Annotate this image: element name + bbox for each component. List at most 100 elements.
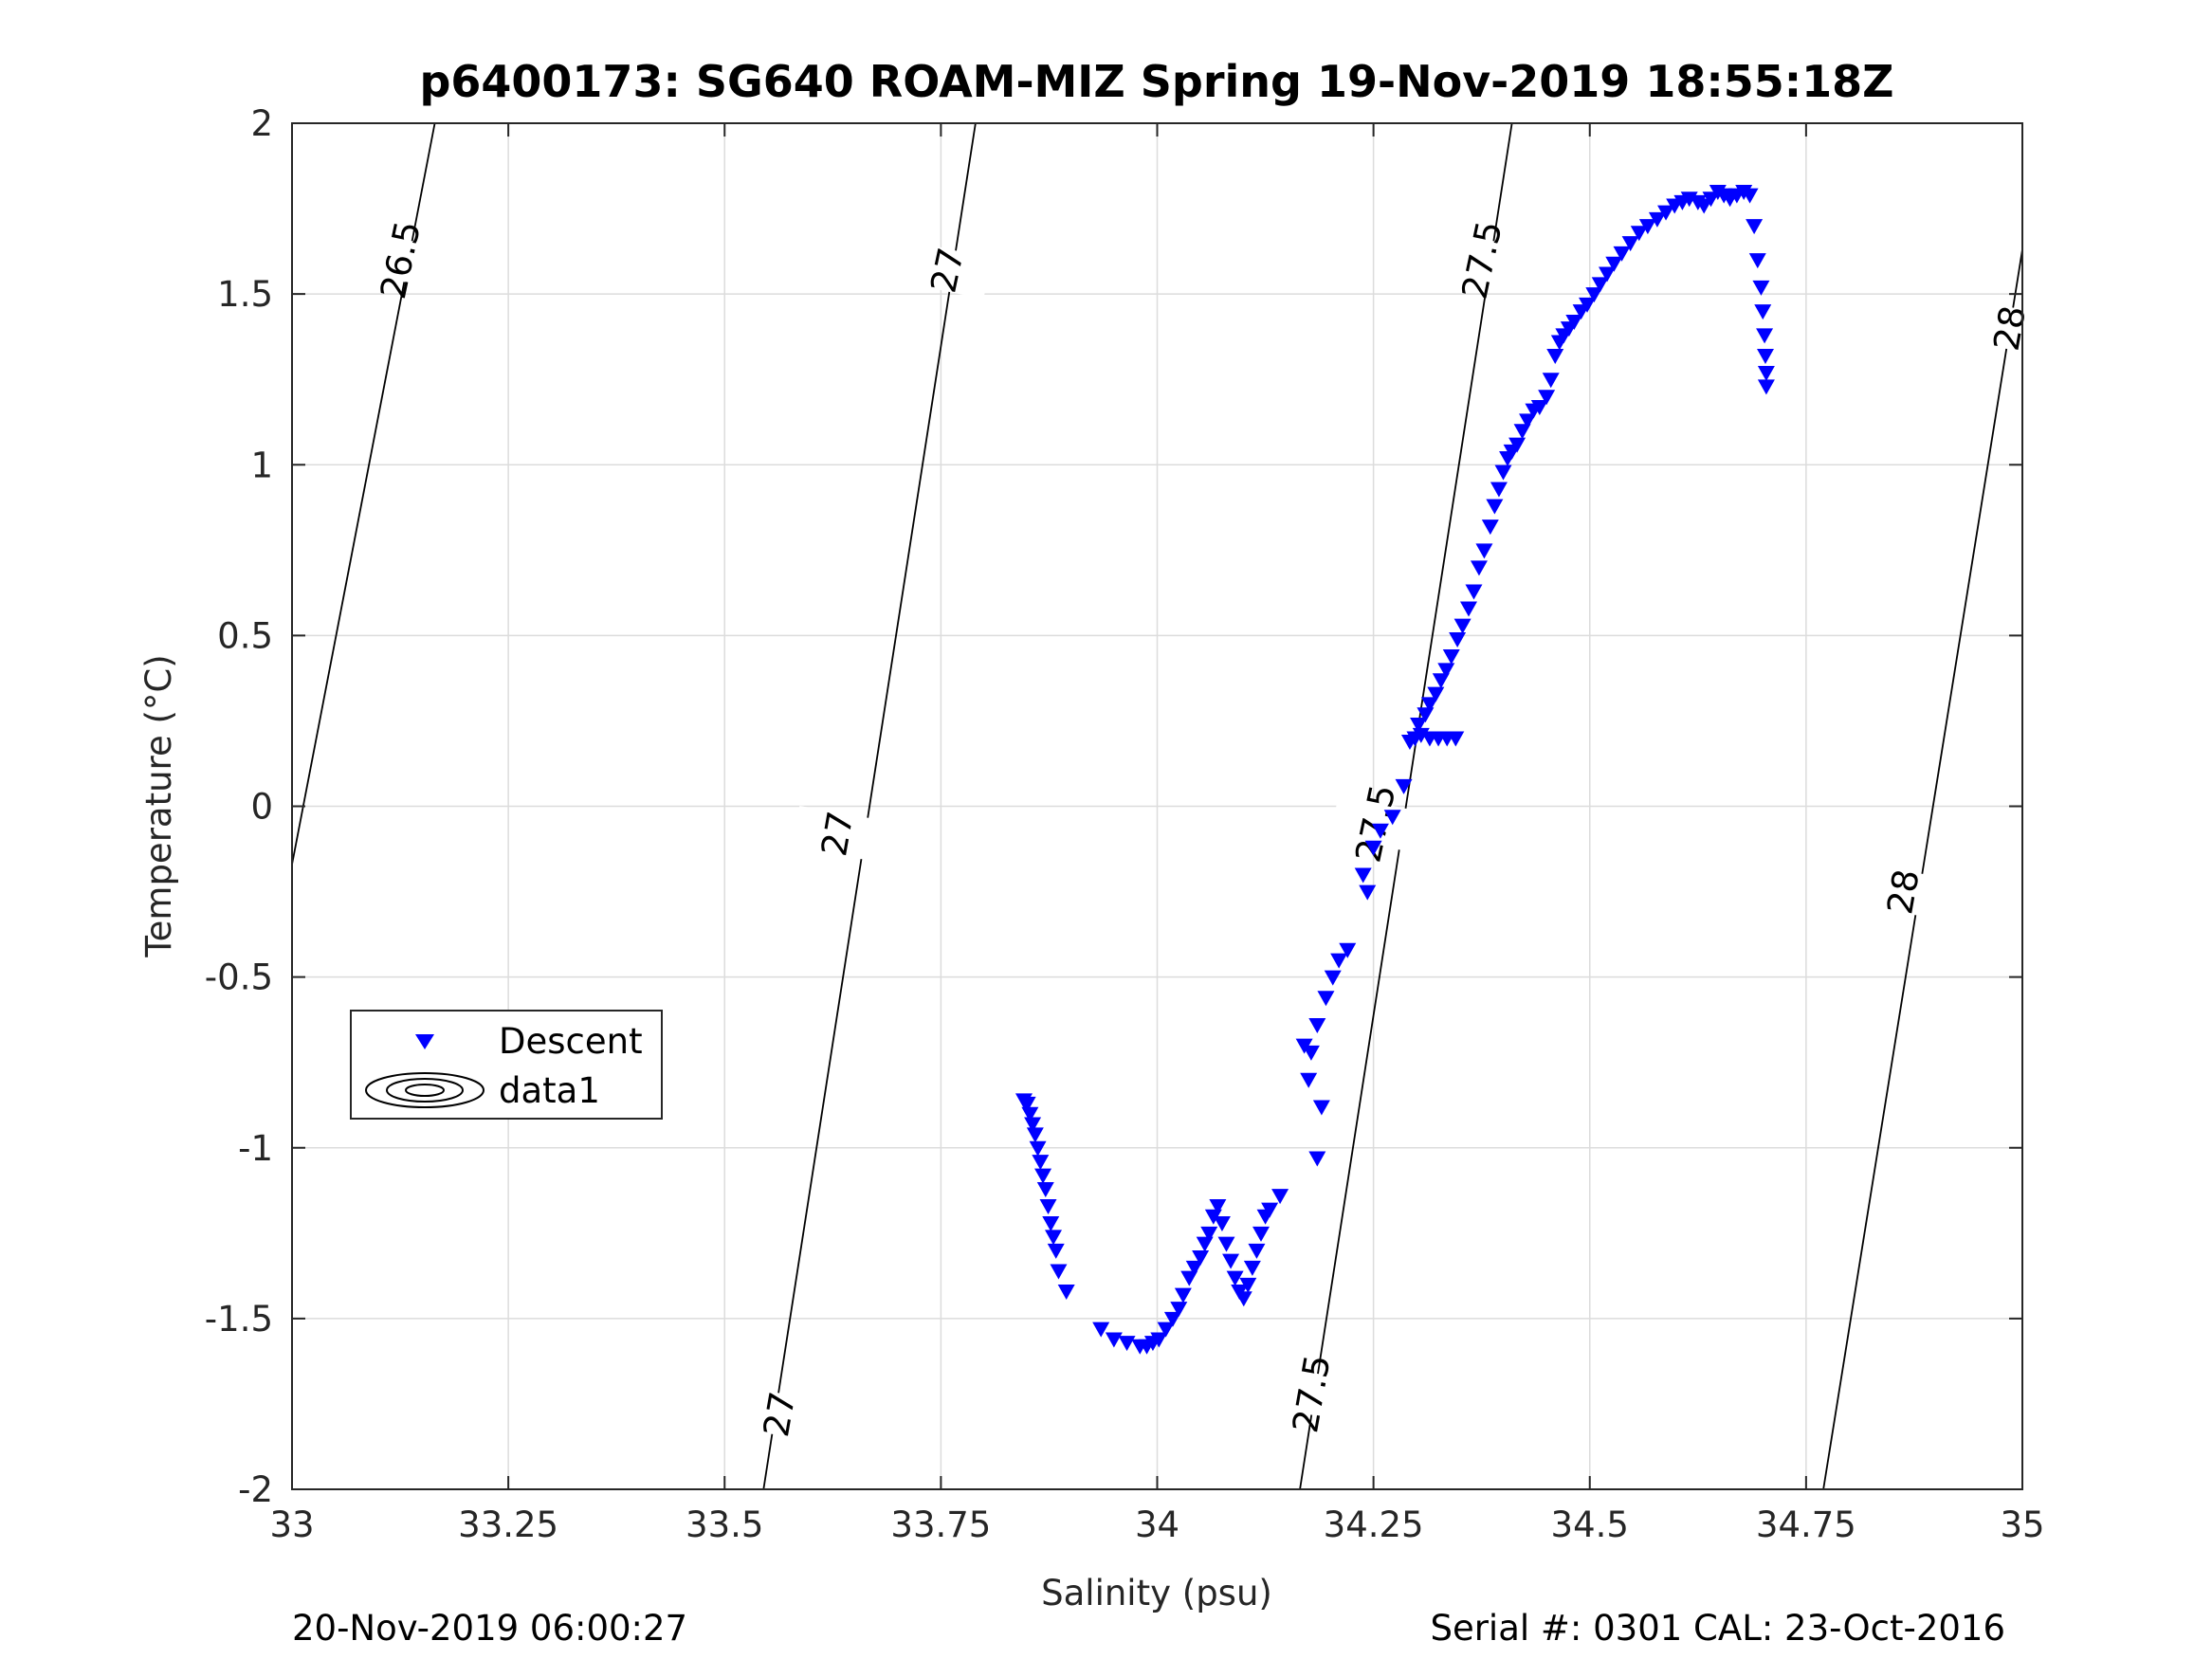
descent-point [1748,253,1766,269]
descent-point [1261,1202,1279,1218]
y-axis-label: Temperature (°C) [138,654,179,957]
descent-point [1024,1117,1042,1133]
descent-point [1546,348,1564,364]
x-tick-label: 34 [1135,1504,1179,1545]
descent-point [1222,1253,1240,1269]
descent-point [1702,191,1720,208]
y-tick-label: 2 [250,103,273,144]
x-axis: 33 33.25 33.5 33.75 34 34.25 34.5 34.75 35 [269,123,2045,1545]
descent-point [1150,1332,1168,1348]
descent-point [1754,304,1772,320]
descent-point [1591,277,1609,293]
descent-point [1447,731,1465,747]
descent-point [1170,1302,1188,1318]
contour-legend-icon [365,1072,484,1108]
descent-point [1324,970,1342,986]
descent-point [1757,379,1775,395]
footer-serial-cal: Serial #: 0301 CAL: 23-Oct-2016 [1430,1608,2005,1649]
descent-point [1217,1236,1235,1252]
descent-point [1630,226,1648,242]
descent-point [1741,188,1759,204]
descent-point [1565,314,1583,330]
descent-point [1057,1285,1075,1301]
descent-point [1312,1100,1330,1116]
contour-label: 28 [1986,302,2035,354]
descent-point [1519,413,1537,429]
descent-point [1039,1198,1057,1214]
descent-point [1118,1336,1136,1352]
descent-point [1157,1322,1175,1338]
x-tick-label: 34.5 [1551,1504,1629,1545]
y-tick-label: 0.5 [217,615,273,656]
descent-point [1638,219,1656,235]
descent-point [1490,482,1508,498]
descent-point [1036,1181,1054,1197]
descent-point [1508,437,1526,453]
y-tick-label: 0 [250,787,273,828]
descent-point [1756,348,1774,364]
descent-point [1034,1168,1052,1184]
descent-point [1302,1045,1320,1061]
descent-point [1308,1018,1326,1034]
descent-point [1613,246,1631,262]
descent-point [1427,686,1445,702]
contour-label-bg [1436,230,1527,289]
y-tick-label: -1 [238,1128,273,1169]
descent-point [1032,1155,1050,1171]
descent-point [1300,1072,1318,1088]
descent-point [1542,373,1560,389]
descent-point [1239,1277,1257,1293]
descent-point [1746,219,1764,235]
chart-title: p6400173: SG640 ROAM-MIZ Spring 19-Nov-2… [419,56,1893,107]
descent-point [1449,631,1467,647]
descent-point [1200,1226,1218,1242]
descent-point [1494,465,1512,481]
descent-point [1470,560,1488,576]
descent-point [1453,618,1472,634]
contour-label-bg [902,241,993,300]
descent-point [1271,1189,1289,1205]
descent-point [1354,867,1372,884]
descent-point [1410,718,1428,734]
descent-point [1475,543,1493,559]
y-tick-label: -1.5 [205,1299,273,1340]
descent-point [1045,1230,1062,1246]
legend: Descent data1 [350,1010,663,1120]
descent-point [1538,390,1556,406]
descent-point [1481,520,1499,536]
descent-point [1252,1226,1270,1242]
x-tick-label: 34.25 [1324,1504,1424,1545]
contour-label-bg [1857,864,1948,920]
descent-point [1579,297,1597,313]
descent-point [1395,778,1413,794]
descent-point [1308,1151,1326,1167]
descent-point [1383,810,1401,826]
descent-point [1420,697,1438,713]
contour-label-bg [792,806,883,862]
legend-box [350,1010,663,1120]
x-axis-label: Salinity (psu) [1041,1573,1272,1613]
descent-point [1339,942,1357,958]
descent-point [1465,584,1483,600]
x-tick-label: 33.25 [458,1504,558,1545]
descent-point [1047,1243,1065,1259]
y-tick-label: 1 [250,445,273,485]
descent-point [1226,1270,1244,1286]
descent-point [1648,211,1666,228]
descent-point [1317,991,1335,1007]
contour-label-bg [1266,1365,1357,1422]
descent-legend-marker [415,1034,434,1049]
y-axis: 2 1.5 1 0.5 0 -0.5 -1 -1.5 -2 [205,103,2022,1510]
x-tick-label: 35 [2000,1504,2044,1545]
x-tick-label: 33.75 [890,1504,991,1545]
descent-point [1605,256,1623,272]
descent-point [1432,673,1450,689]
footer-timestamp: 20-Nov-2019 06:00:27 [292,1608,687,1649]
x-tick-label: 33.5 [686,1504,763,1545]
descent-point [1752,280,1770,296]
contour-label-bg [1965,300,2055,356]
descent-point [1599,266,1616,283]
descent-point [1243,1260,1261,1276]
descent-point [1248,1243,1266,1259]
